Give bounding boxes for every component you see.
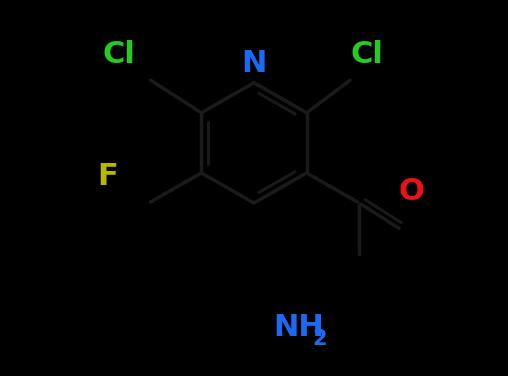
Text: F: F: [97, 162, 118, 191]
Text: Cl: Cl: [102, 40, 135, 69]
Text: 2: 2: [312, 329, 327, 349]
Text: N: N: [241, 49, 267, 79]
Text: NH: NH: [274, 313, 325, 343]
Text: O: O: [399, 177, 425, 206]
Text: Cl: Cl: [351, 40, 383, 69]
